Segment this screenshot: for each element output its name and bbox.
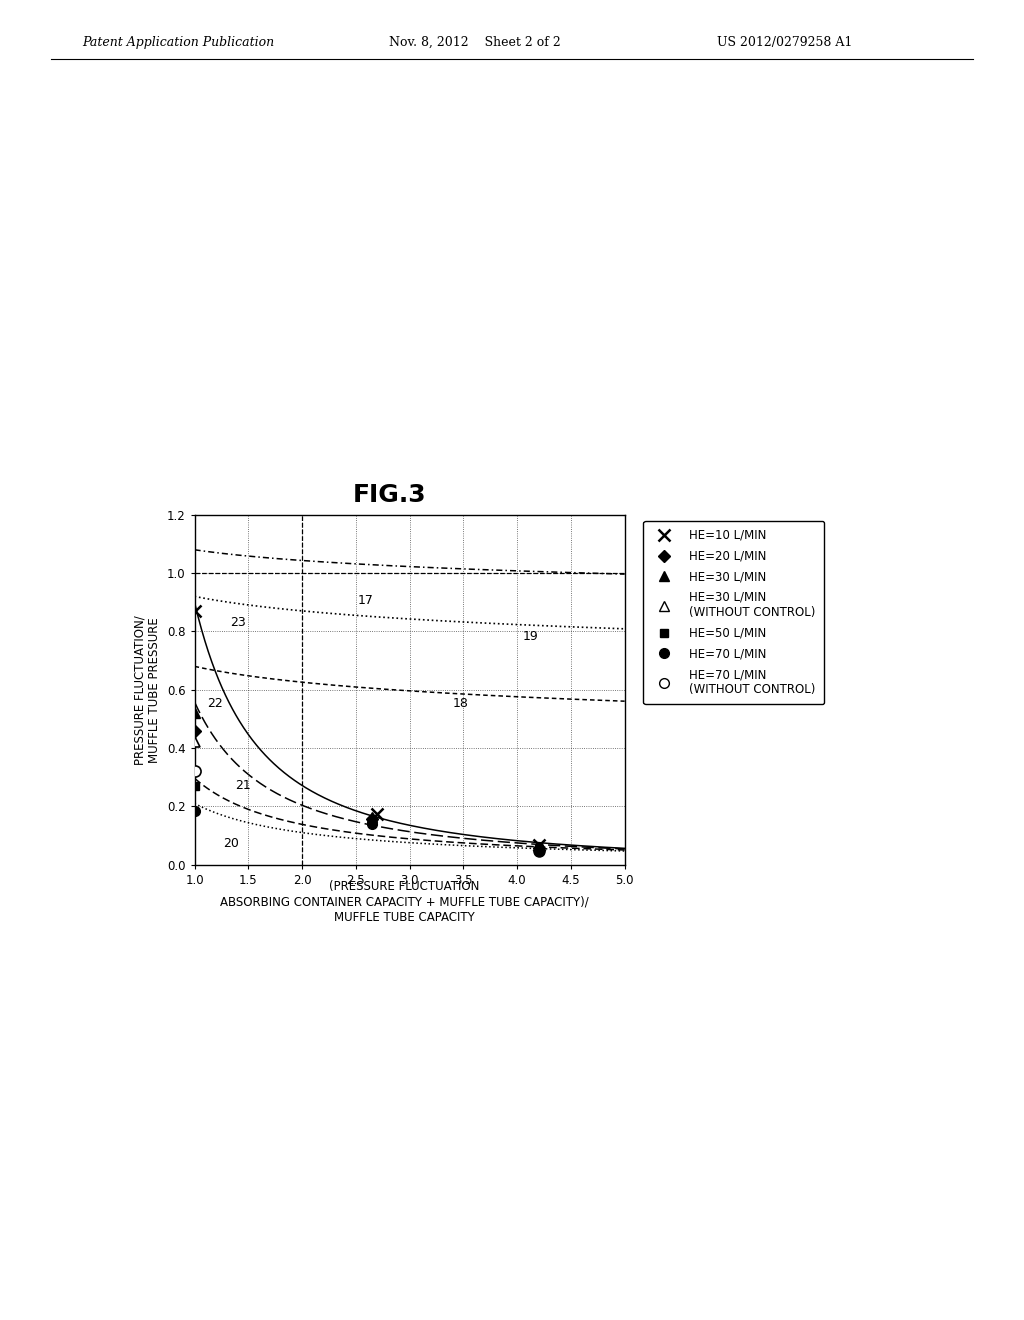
Text: 18: 18	[453, 697, 469, 710]
Text: (PRESSURE FLUCTUATION: (PRESSURE FLUCTUATION	[330, 879, 479, 892]
Text: 19: 19	[522, 630, 539, 643]
Text: Nov. 8, 2012    Sheet 2 of 2: Nov. 8, 2012 Sheet 2 of 2	[389, 36, 561, 49]
Text: US 2012/0279258 A1: US 2012/0279258 A1	[717, 36, 852, 49]
Text: MUFFLE TUBE CAPACITY: MUFFLE TUBE CAPACITY	[334, 911, 475, 924]
Legend: HE=10 L/MIN, HE=20 L/MIN, HE=30 L/MIN, HE=30 L/MIN
(WITHOUT CONTROL), HE=50 L/MI: HE=10 L/MIN, HE=20 L/MIN, HE=30 L/MIN, H…	[643, 520, 824, 705]
Text: 17: 17	[358, 594, 374, 607]
Text: ABSORBING CONTAINER CAPACITY + MUFFLE TUBE CAPACITY)/: ABSORBING CONTAINER CAPACITY + MUFFLE TU…	[220, 895, 589, 908]
Text: 21: 21	[236, 779, 251, 792]
Text: Patent Application Publication: Patent Application Publication	[82, 36, 274, 49]
Text: 23: 23	[230, 615, 246, 628]
Text: FIG.3: FIG.3	[352, 483, 426, 507]
Y-axis label: PRESSURE FLUCTUATION/
MUFFLE TUBE PRESSURE: PRESSURE FLUCTUATION/ MUFFLE TUBE PRESSU…	[133, 615, 161, 764]
Text: 20: 20	[223, 837, 240, 850]
Text: 22: 22	[208, 697, 223, 710]
